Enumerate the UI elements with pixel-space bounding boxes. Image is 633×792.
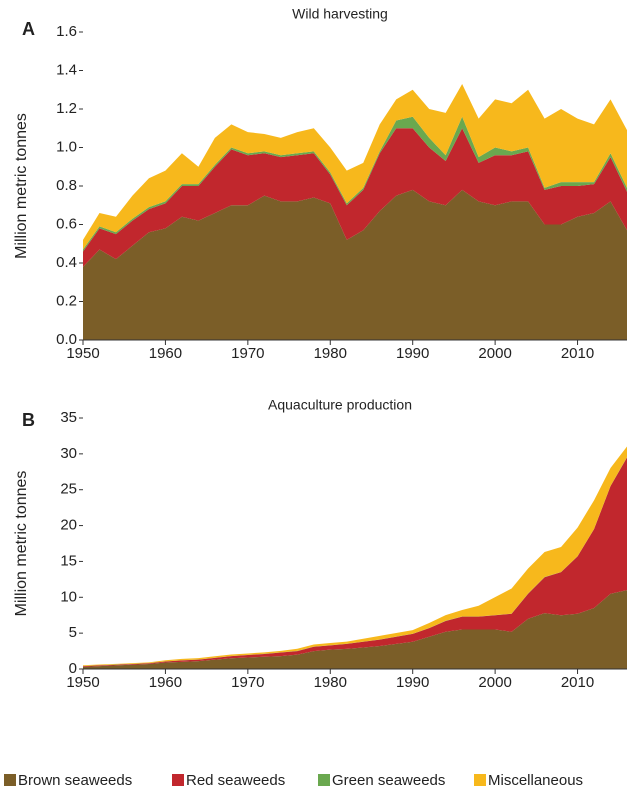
- area: [83, 116, 627, 252]
- legend-label: Green seaweeds: [332, 772, 445, 789]
- y-tick-label: 0.2: [56, 292, 77, 309]
- y-tick-label: 15: [60, 552, 77, 569]
- y-axis-title: Million metric tonnes: [13, 113, 30, 259]
- y-tick-label: 20: [60, 517, 77, 534]
- x-tick-label: 1980: [314, 674, 347, 691]
- x-tick-label: 1960: [149, 345, 182, 362]
- legend-label: Red seaweeds: [186, 772, 285, 789]
- x-tick-label: 2000: [478, 674, 511, 691]
- panel-label: B: [22, 410, 35, 430]
- x-tick-label: 1970: [231, 674, 264, 691]
- chart-title: Aquaculture production: [268, 397, 412, 413]
- x-tick-label: 1960: [149, 674, 182, 691]
- y-tick-label: 0: [69, 660, 77, 677]
- legend-swatch: [4, 774, 16, 786]
- y-tick-label: 30: [60, 445, 77, 462]
- y-tick-label: 0.6: [56, 215, 77, 232]
- x-tick-label: 2000: [478, 345, 511, 362]
- x-tick-label: 1990: [396, 674, 429, 691]
- y-tick-label: 0.4: [56, 254, 77, 271]
- x-tick-label: 1950: [66, 345, 99, 362]
- legend-swatch: [474, 774, 486, 786]
- area: [83, 590, 627, 669]
- y-tick-label: 1.2: [56, 100, 77, 117]
- y-tick-label: 0.8: [56, 177, 77, 194]
- y-tick-label: 25: [60, 481, 77, 498]
- y-tick-label: 1.4: [56, 61, 77, 78]
- panel-label: A: [22, 19, 35, 39]
- x-tick-label: 1990: [396, 345, 429, 362]
- chart-title: Wild harvesting: [292, 6, 388, 22]
- area: [83, 83, 627, 250]
- legend-label: Miscellaneous: [488, 772, 583, 789]
- y-tick-label: 5: [69, 624, 77, 641]
- x-tick-label: 1980: [314, 345, 347, 362]
- legend-swatch: [172, 774, 184, 786]
- x-tick-label: 2010: [561, 674, 594, 691]
- y-tick-label: 1.0: [56, 138, 77, 155]
- legend-label: Brown seaweeds: [18, 772, 132, 789]
- y-tick-label: 10: [60, 588, 77, 605]
- x-tick-label: 2010: [561, 345, 594, 362]
- x-tick-label: 1970: [231, 345, 264, 362]
- y-tick-label: 0.0: [56, 331, 77, 348]
- y-tick-label: 35: [60, 409, 77, 426]
- x-tick-label: 1950: [66, 674, 99, 691]
- y-tick-label: 1.6: [56, 23, 77, 40]
- legend-swatch: [318, 774, 330, 786]
- y-axis-title: Million metric tonnes: [13, 471, 30, 617]
- area: [83, 446, 627, 666]
- area: [83, 189, 627, 340]
